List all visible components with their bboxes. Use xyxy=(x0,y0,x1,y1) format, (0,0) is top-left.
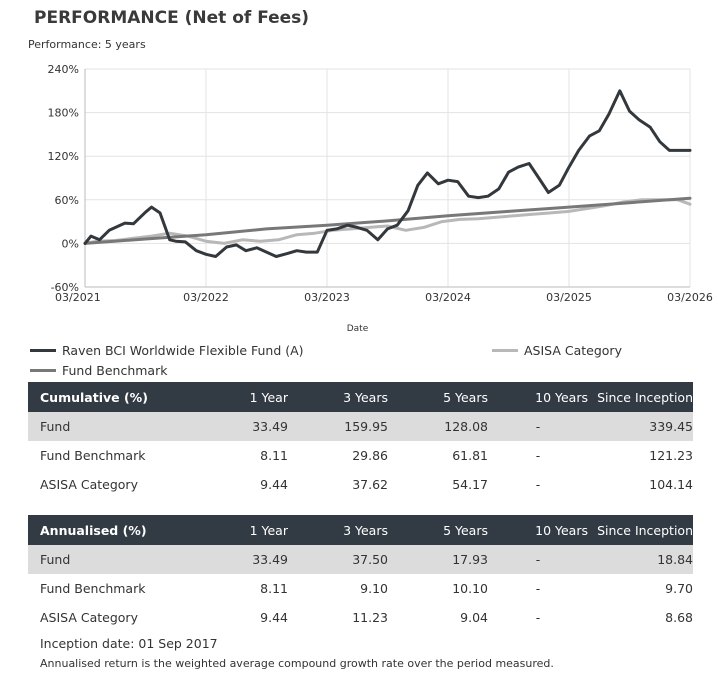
legend-asisa: ASISA Category xyxy=(492,343,622,358)
legend-benchmark: Fund Benchmark xyxy=(30,363,167,378)
x-tick-label: 03/2023 xyxy=(304,291,350,304)
header-5-years: 5 Years xyxy=(388,382,488,412)
cell-value: 339.45 xyxy=(588,412,693,441)
table-row: Fund 33.49 37.50 17.93 - 18.84 xyxy=(28,545,693,574)
legend-fund-label: Raven BCI Worldwide Flexible Fund (A) xyxy=(62,343,304,358)
header-10-years: 10 Years xyxy=(488,515,588,545)
cell-value: 121.23 xyxy=(649,448,693,463)
cell-value: 8.11 xyxy=(260,581,288,596)
row-name: Fund Benchmark xyxy=(40,448,146,463)
cell-value: 10.10 xyxy=(452,581,488,596)
row-name: ASISA Category xyxy=(40,477,138,492)
row-name: Fund xyxy=(28,545,188,574)
series-line-raven-bci-worldwide-flexible-fund-a xyxy=(83,89,692,258)
cell-value: 61.81 xyxy=(452,448,488,463)
series-line-fund-benchmark xyxy=(83,196,692,245)
header-since-inception: Since Inception xyxy=(588,382,693,412)
cell-value: 104.14 xyxy=(649,477,693,492)
cell-value: 9.44 xyxy=(260,610,288,625)
cell-value: 33.49 xyxy=(188,545,288,574)
cell-value: 9.70 xyxy=(665,581,693,596)
cell-value: 37.50 xyxy=(288,545,388,574)
y-tick-label: 0% xyxy=(62,237,79,250)
legend-benchmark-swatch xyxy=(30,369,56,372)
table-row: Fund 33.49 159.95 128.08 - 339.45 xyxy=(28,412,693,441)
cell-value: 9.10 xyxy=(360,581,388,596)
header-1-year: 1 Year xyxy=(188,515,288,545)
y-tick-label: 180% xyxy=(48,107,79,120)
cell-value: 17.93 xyxy=(388,545,488,574)
cell-value: 37.62 xyxy=(352,477,388,492)
annualised-note: Annualised return is the weighted averag… xyxy=(40,657,554,670)
cell-value: 54.17 xyxy=(452,477,488,492)
cell-value: 8.68 xyxy=(665,610,693,625)
x-tick-label: 03/2022 xyxy=(183,291,229,304)
cell-value: - xyxy=(488,412,588,441)
header-since-inception: Since Inception xyxy=(588,515,693,545)
y-tick-label: -60% xyxy=(51,281,79,294)
cell-value: 128.08 xyxy=(388,412,488,441)
cell-value: 29.86 xyxy=(352,448,388,463)
cell-value: - xyxy=(535,448,541,463)
y-tick-label: 120% xyxy=(48,150,79,163)
header-3-years: 3 Years xyxy=(288,382,388,412)
y-tick-label: 240% xyxy=(48,63,79,76)
inception-date: Inception date: 01 Sep 2017 xyxy=(40,636,218,651)
table-row: Fund Benchmark 8.11 9.10 10.10 - 9.70 xyxy=(28,574,693,603)
table-row: ASISA Category 9.44 11.23 9.04 - 8.68 xyxy=(28,603,693,632)
cell-value: 8.11 xyxy=(260,448,288,463)
cell-value: - xyxy=(535,477,541,492)
table-row: ASISA Category 9.44 37.62 54.17 - 104.14 xyxy=(28,470,693,499)
x-axis-label: Date xyxy=(347,324,369,334)
cell-value: 18.84 xyxy=(588,545,693,574)
cell-value: - xyxy=(488,545,588,574)
cell-value: 9.44 xyxy=(260,477,288,492)
x-tick-label: 03/2021 xyxy=(55,291,101,304)
x-tick-label: 03/2026 xyxy=(667,291,713,304)
legend-benchmark-label: Fund Benchmark xyxy=(62,363,168,378)
performance-chart: -60% 0% 60% 120% 180% 240% 03/2021 03/2022 03/20… xyxy=(48,63,713,334)
cell-value: 159.95 xyxy=(288,412,388,441)
cell-value: 33.49 xyxy=(188,412,288,441)
header-5-years: 5 Years xyxy=(388,515,488,545)
cumulative-table: Cumulative (%) 1 Year 3 Years 5 Years 10… xyxy=(28,382,693,499)
row-name: Fund Benchmark xyxy=(40,581,146,596)
legend-fund-swatch xyxy=(30,349,56,352)
annualised-table: Annualised (%) 1 Year 3 Years 5 Years 10… xyxy=(28,515,693,632)
legend-asisa-label: ASISA Category xyxy=(524,343,622,358)
legend-fund: Raven BCI Worldwide Flexible Fund (A) xyxy=(30,343,304,358)
x-tick-label: 03/2025 xyxy=(546,291,592,304)
x-tick-label: 03/2024 xyxy=(425,291,471,304)
cell-value: - xyxy=(535,610,541,625)
annualised-header-row: Annualised (%) 1 Year 3 Years 5 Years 10… xyxy=(28,515,693,545)
header-3-years: 3 Years xyxy=(288,515,388,545)
cell-value: 11.23 xyxy=(352,610,388,625)
header-1-year: 1 Year xyxy=(188,382,288,412)
row-name: ASISA Category xyxy=(40,610,138,625)
annualised-header-title: Annualised (%) xyxy=(28,515,188,545)
cell-value: - xyxy=(535,581,541,596)
row-name: Fund xyxy=(28,412,188,441)
header-10-years: 10 Years xyxy=(488,382,588,412)
y-tick-label: 60% xyxy=(55,194,79,207)
table-row: Fund Benchmark 8.11 29.86 61.81 - 121.23 xyxy=(28,441,693,470)
chart-subtitle: Performance: 5 years xyxy=(28,38,146,51)
page-title: PERFORMANCE (Net of Fees) xyxy=(34,8,310,28)
legend-asisa-swatch xyxy=(492,349,518,352)
cumulative-header-row: Cumulative (%) 1 Year 3 Years 5 Years 10… xyxy=(28,382,693,412)
cell-value: 9.04 xyxy=(460,610,488,625)
cumulative-header-title: Cumulative (%) xyxy=(28,382,188,412)
